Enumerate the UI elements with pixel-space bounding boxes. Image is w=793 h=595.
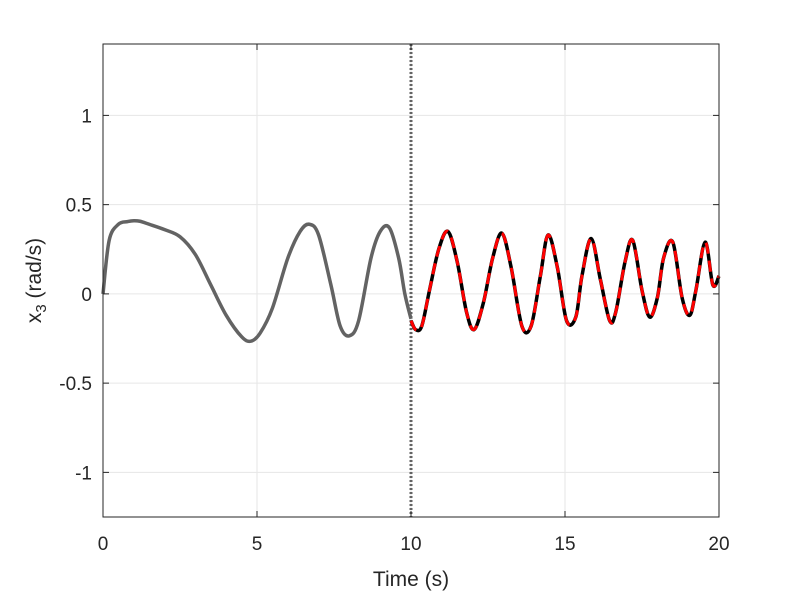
x-tick-label: 5 [252,534,263,555]
y-axis-label-main: x [23,312,46,323]
prediction-line [409,229,721,335]
y-axis-label-subscript: 3 [33,304,50,312]
x-tick-labels: 0 5 10 15 20 [98,534,730,555]
y-tick-label: -0.5 [59,374,92,395]
x-tick-label: 15 [554,534,575,555]
y-axis-label-units: (rad/s) [23,238,46,305]
x-tick-label: 10 [400,534,421,555]
history-line [101,218,413,344]
x-tick-label: 0 [98,534,109,555]
series-group [101,218,721,344]
axis-ticks [102,44,720,517]
y-tick-label: 0 [81,285,92,306]
y-tick-label: -1 [75,463,92,484]
y-tick-label: 1 [81,106,92,127]
y-axis-label: x3 (rad/s) [23,238,50,323]
y-tick-labels: -1 -0.5 0 0.5 1 [59,106,92,484]
x-axis-label: Time (s) [373,568,449,591]
y-tick-label: 0.5 [66,196,92,217]
x-tick-label: 20 [708,534,729,555]
